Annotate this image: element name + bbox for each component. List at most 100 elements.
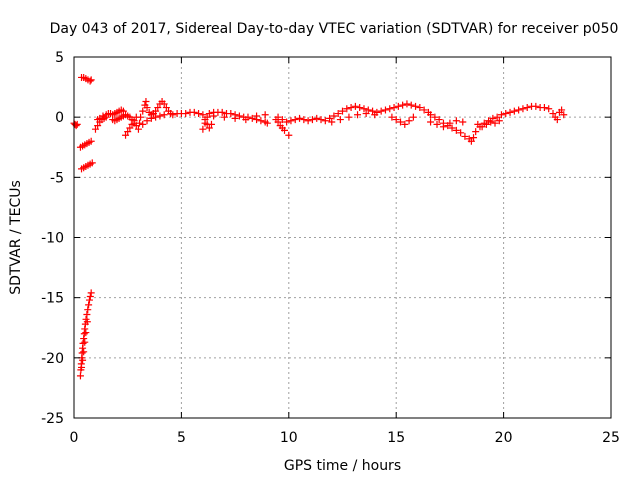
data-point xyxy=(143,104,151,112)
data-point xyxy=(497,111,505,119)
data-point xyxy=(386,105,394,113)
data-point xyxy=(139,107,147,115)
y-tick-label: 0 xyxy=(55,110,64,126)
data-point xyxy=(152,107,160,115)
data-point xyxy=(257,117,265,125)
data-point xyxy=(160,111,168,119)
data-point xyxy=(356,104,364,112)
y-tick-label: -5 xyxy=(50,170,64,186)
data-point xyxy=(79,356,87,364)
data-point xyxy=(99,112,107,120)
data-point xyxy=(169,111,177,119)
data-point xyxy=(519,105,527,113)
data-point xyxy=(487,118,495,126)
x-axis-label: GPS time / hours xyxy=(284,458,401,474)
data-point xyxy=(142,98,150,106)
data-point xyxy=(86,77,94,85)
data-point xyxy=(388,113,396,121)
data-point xyxy=(78,363,86,371)
data-points xyxy=(70,73,568,380)
data-point xyxy=(83,311,91,319)
data-point xyxy=(210,112,218,120)
data-point xyxy=(396,118,404,126)
data-point xyxy=(88,159,96,167)
data-point xyxy=(399,101,407,109)
data-point xyxy=(405,117,413,125)
data-point xyxy=(553,116,561,124)
data-point xyxy=(80,348,88,356)
data-point xyxy=(147,114,155,122)
data-point xyxy=(377,107,385,115)
data-point xyxy=(87,76,95,84)
data-point xyxy=(433,120,441,128)
data-point xyxy=(81,325,89,333)
data-point xyxy=(201,119,209,127)
data-point xyxy=(82,329,90,337)
data-point xyxy=(73,120,81,128)
data-point xyxy=(291,116,299,124)
data-point xyxy=(231,114,239,122)
data-point xyxy=(474,120,482,128)
data-point xyxy=(300,116,308,124)
x-tick-label: 15 xyxy=(387,430,405,446)
data-point xyxy=(336,116,344,124)
data-point xyxy=(409,113,417,121)
x-tick-label: 25 xyxy=(602,430,620,446)
data-point xyxy=(549,110,557,118)
data-point xyxy=(136,119,144,127)
data-point xyxy=(199,125,207,133)
y-axis-label: SDTVAR / TECUs xyxy=(8,180,24,295)
data-point xyxy=(431,113,439,121)
data-point xyxy=(392,116,400,124)
data-point xyxy=(156,112,164,120)
chart-title: Day 043 of 2017, Sidereal Day-to-day VTE… xyxy=(50,21,619,37)
data-point xyxy=(540,104,548,112)
data-point xyxy=(461,132,469,140)
data-point xyxy=(407,101,415,109)
data-point xyxy=(248,114,256,122)
data-point xyxy=(510,107,518,115)
data-point xyxy=(87,137,95,145)
data-point xyxy=(354,111,362,119)
data-point xyxy=(195,110,203,118)
data-point xyxy=(416,104,424,112)
x-tick-label: 0 xyxy=(70,430,79,446)
data-point xyxy=(317,116,325,124)
data-point xyxy=(182,110,190,118)
y-tick-label: -25 xyxy=(41,411,64,427)
data-point xyxy=(493,113,501,121)
data-point xyxy=(128,120,136,128)
data-point xyxy=(403,100,411,108)
data-point xyxy=(545,105,553,113)
data-point xyxy=(482,120,490,128)
data-point xyxy=(122,131,130,139)
data-point xyxy=(560,111,568,119)
data-point xyxy=(515,106,523,114)
data-point xyxy=(523,104,531,112)
data-point xyxy=(371,111,379,119)
data-point xyxy=(470,134,478,142)
data-point xyxy=(162,104,170,112)
data-point xyxy=(472,128,480,136)
data-point xyxy=(85,301,93,309)
data-point xyxy=(235,112,243,120)
data-point xyxy=(467,137,475,145)
data-point xyxy=(343,105,351,113)
data-point xyxy=(351,102,359,110)
data-point xyxy=(330,112,338,120)
data-point xyxy=(139,120,147,128)
data-point xyxy=(227,110,235,118)
data-point xyxy=(274,113,282,121)
data-point xyxy=(203,113,211,121)
data-point xyxy=(334,110,342,118)
data-point xyxy=(205,124,213,132)
data-point xyxy=(199,111,207,119)
data-point xyxy=(207,120,215,128)
data-point xyxy=(154,104,162,112)
data-point xyxy=(446,119,454,127)
data-point xyxy=(134,125,142,133)
data-point xyxy=(126,124,134,132)
data-point xyxy=(339,107,346,115)
data-point xyxy=(263,119,271,127)
